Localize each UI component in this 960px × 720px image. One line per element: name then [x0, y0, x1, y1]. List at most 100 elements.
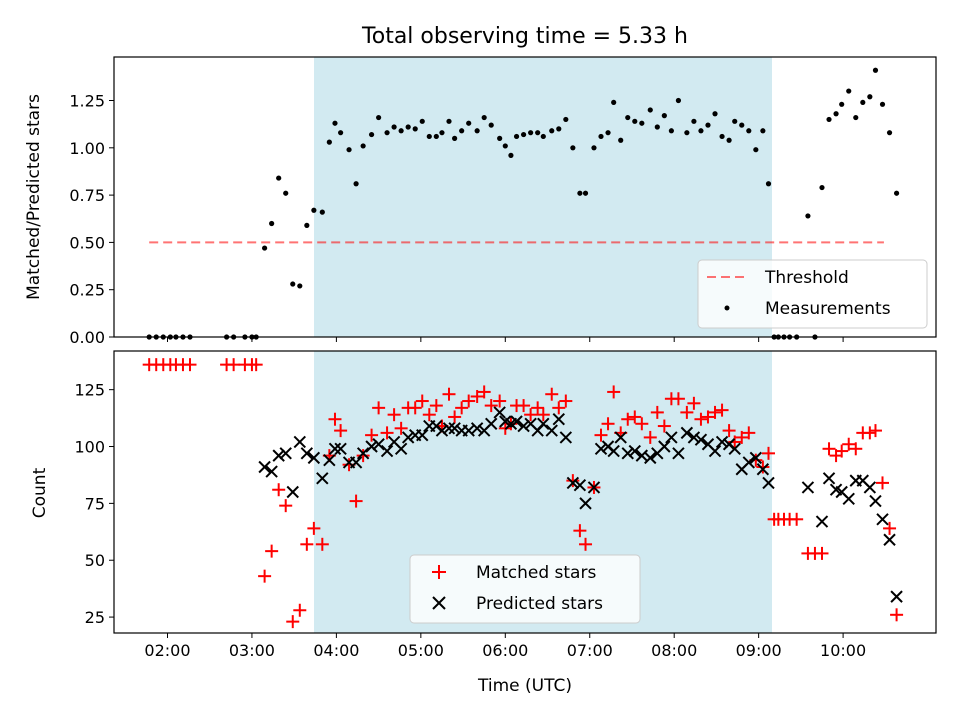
bottom-axes-frame — [113, 350, 937, 634]
predicted-star-point — [573, 478, 587, 492]
legend-measurements-label: Measurements — [765, 299, 891, 319]
predicted-star-point — [579, 497, 592, 510]
legend-measurements-swatch — [724, 305, 730, 311]
legend-predicted-label: Predicted stars — [476, 594, 603, 614]
measurement-point — [508, 152, 514, 158]
matched-star-point — [258, 569, 272, 583]
measurement-point — [459, 128, 465, 134]
measurement-point — [535, 130, 541, 136]
bottom-panel: 02:00 03:00 04:00 05:00 06:00 07:00 08:00 09:00… — [30, 350, 937, 696]
matched-star-point — [493, 394, 507, 408]
bottom-legend: Matched stars Predicted stars — [409, 554, 641, 624]
bottom-legend-box — [409, 554, 641, 624]
y-tick-label: 25 — [85, 608, 105, 627]
matched-star-point — [650, 405, 664, 419]
measurement-point — [765, 181, 772, 187]
measurement-point — [819, 184, 825, 191]
measurement-point — [618, 137, 624, 143]
matched-star-point — [183, 358, 197, 372]
measurement-point — [311, 207, 317, 213]
top-axis-ticks: 0.00 0.25 0.50 0.75 1.00 1.25 — [69, 92, 844, 347]
y-tick-label: 125 — [74, 381, 105, 400]
matched-star-point — [455, 401, 469, 415]
matched-star-point — [442, 387, 456, 401]
measurement-point — [611, 99, 617, 106]
measurement-point — [739, 122, 745, 128]
matched-star-point — [470, 389, 484, 403]
measurement-point — [481, 114, 487, 121]
y-tick-label: 0.50 — [69, 233, 105, 252]
predicted-star-point — [890, 590, 903, 603]
x-tick-label: 09:00 — [736, 641, 782, 660]
y-tick-label: 75 — [85, 494, 105, 513]
measurement-point — [879, 101, 886, 107]
predicted-star-point — [293, 435, 307, 449]
matched-star-point — [628, 410, 642, 424]
matched-star-point — [621, 412, 635, 426]
predicted-star-point — [762, 476, 775, 490]
matched-star-point — [701, 410, 715, 424]
matched-star-point — [671, 392, 685, 406]
matched-star-point — [484, 399, 498, 413]
measurement-point — [705, 122, 711, 128]
measurement-point — [746, 128, 752, 134]
measurement-point — [719, 133, 725, 140]
measurement-point — [446, 118, 452, 124]
predicted-star-point — [594, 442, 608, 455]
matched-star-point — [742, 426, 756, 440]
measurement-point — [433, 133, 439, 140]
predicted-star-point — [876, 513, 889, 526]
matched-star-point — [349, 494, 363, 508]
matched-star-point — [265, 544, 279, 558]
measurement-point — [439, 130, 445, 136]
matched-star-point — [863, 426, 877, 440]
matched-star-point — [635, 417, 649, 431]
x-tick-label: 08:00 — [651, 641, 697, 660]
predicted-star-point — [510, 415, 523, 428]
measurement-point — [269, 220, 275, 227]
measurement-point — [860, 99, 866, 106]
measurement-point — [338, 130, 344, 136]
measurement-point — [297, 283, 303, 289]
measurement-point — [520, 131, 527, 138]
predicted-star-point — [628, 444, 641, 458]
predicted-star-point — [607, 444, 620, 458]
predicted-star-point — [869, 494, 882, 508]
measurement-point — [893, 190, 900, 196]
x-tick-label: 06:00 — [482, 641, 528, 660]
matched-star-point — [708, 405, 722, 419]
measurement-point — [625, 114, 631, 121]
matched-star-point — [315, 537, 329, 551]
measurement-point — [290, 281, 296, 287]
predicted-star-point — [587, 481, 601, 494]
predicted-star-point — [365, 440, 378, 453]
x-tick-label: 07:00 — [567, 641, 613, 660]
predicted-star-point — [658, 440, 671, 453]
predicted-star-point — [566, 476, 580, 490]
measurement-point — [563, 116, 569, 123]
predicted-star-point — [258, 460, 271, 474]
matched-star-point — [517, 399, 531, 413]
predicted-star-point — [265, 465, 278, 478]
matched-star-point — [422, 408, 436, 422]
y-tick-label: 50 — [85, 551, 105, 570]
measurement-point — [591, 145, 597, 151]
matched-star-point — [842, 437, 856, 451]
measurement-point — [639, 120, 645, 126]
predicted-star-point — [307, 451, 321, 465]
matched-star-point — [552, 401, 566, 415]
matched-star-point — [573, 524, 587, 538]
measurement-point — [419, 118, 425, 124]
y-tick-label: 0.00 — [69, 328, 105, 347]
matched-star-point — [300, 537, 314, 551]
predicted-star-point — [545, 424, 558, 437]
predicted-star-point — [822, 472, 836, 485]
measurement-point — [497, 135, 503, 141]
matched-star-point — [536, 408, 550, 422]
y-tick-label: 100 — [74, 438, 105, 457]
matched-star-point — [328, 412, 342, 426]
matched-star-point — [387, 408, 401, 422]
measurement-point — [502, 143, 508, 149]
top-legend: Threshold Measurements — [697, 259, 928, 329]
measurement-point — [846, 88, 852, 94]
